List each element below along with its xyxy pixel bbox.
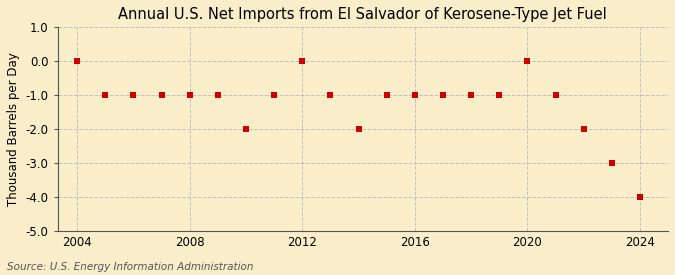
Title: Annual U.S. Net Imports from El Salvador of Kerosene-Type Jet Fuel: Annual U.S. Net Imports from El Salvador…: [118, 7, 608, 22]
Text: Source: U.S. Energy Information Administration: Source: U.S. Energy Information Administ…: [7, 262, 253, 272]
Y-axis label: Thousand Barrels per Day: Thousand Barrels per Day: [7, 52, 20, 206]
